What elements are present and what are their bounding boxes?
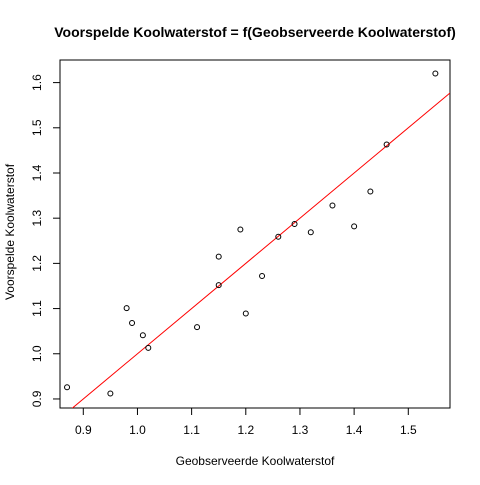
data-point	[432, 70, 439, 77]
y-tick-label: 1.4	[30, 164, 44, 181]
data-point	[237, 226, 244, 233]
data-point	[259, 273, 266, 280]
data-point	[215, 282, 222, 289]
x-tick-label: 1.3	[292, 423, 309, 437]
data-point	[351, 223, 358, 230]
y-tick-label: 1.5	[30, 119, 44, 136]
y-axis-label: Voorspelde Koolwaterstof	[3, 163, 17, 300]
data-point	[215, 253, 222, 260]
plot-frame	[59, 59, 451, 409]
data-point	[139, 332, 146, 339]
x-tick-label: 1.5	[400, 423, 417, 437]
x-tick-label: 1.2	[237, 423, 254, 437]
x-tick-label: 0.9	[75, 423, 92, 437]
data-point	[145, 344, 152, 351]
plot-area: 0.9 1.0 1.1 1.2 1.3 1.4 1.5 0.9 1.0 1.1 1.2 1.3 1.4 1…	[30, 59, 451, 437]
x-axis-label: Geobserveerde Koolwaterstof	[176, 454, 335, 468]
reference-line	[71, 92, 450, 408]
x-tick-label: 1.4	[346, 423, 363, 437]
data-point	[367, 188, 374, 195]
y-tick-label: 1.3	[30, 210, 44, 227]
data-point	[123, 305, 130, 312]
data-point	[275, 233, 282, 240]
y-tick-label: 0.9	[30, 390, 44, 407]
y-tick-label: 1.6	[30, 74, 44, 91]
data-point	[194, 324, 201, 331]
y-tick-label: 1.0	[30, 345, 44, 362]
y-tick-label: 1.2	[30, 255, 44, 272]
data-point	[242, 310, 249, 317]
x-tick-label: 1.1	[183, 423, 200, 437]
data-point	[307, 229, 314, 236]
data-point	[107, 390, 114, 397]
data-point	[329, 202, 336, 209]
data-point	[291, 221, 298, 228]
data-point	[129, 320, 136, 327]
x-tick-label: 1.0	[129, 423, 146, 437]
y-tick-label: 1.1	[30, 300, 44, 317]
data-point	[64, 384, 71, 391]
chart-title: Voorspelde Koolwaterstof = f(Geobserveer…	[54, 24, 456, 40]
data-point	[383, 141, 390, 148]
